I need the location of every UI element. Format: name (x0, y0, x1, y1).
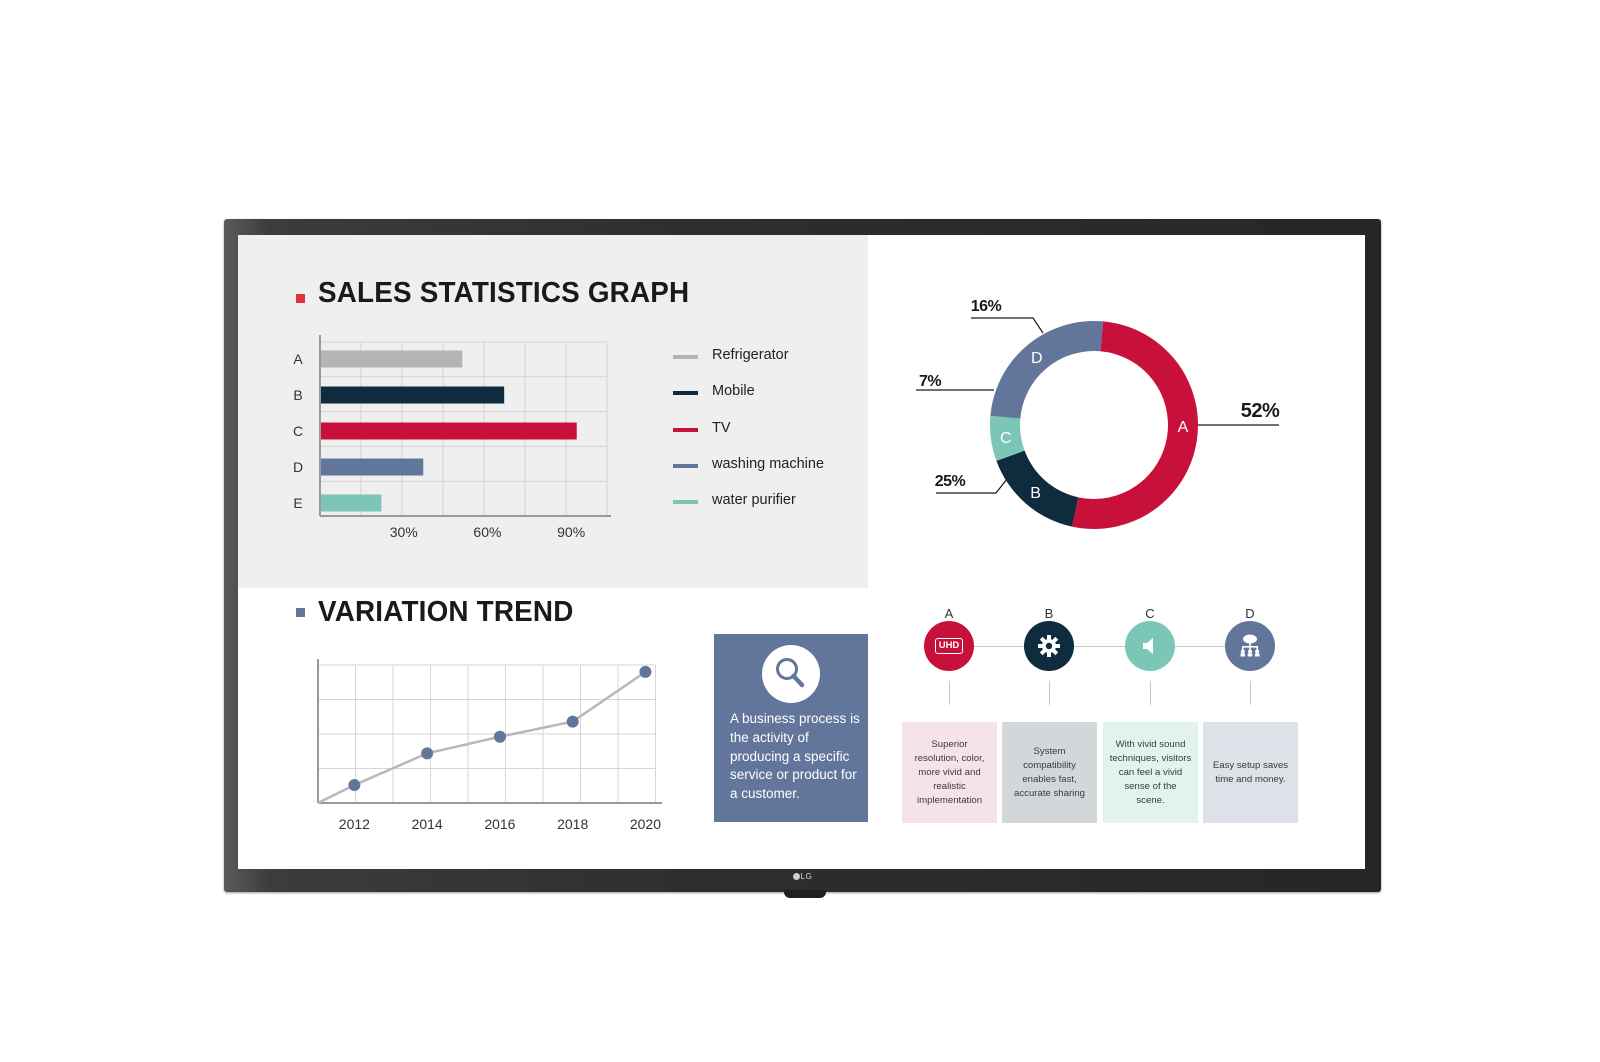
percent-label: 16% (971, 298, 1002, 315)
donut-slice-b (996, 450, 1079, 527)
donut-slice-c (990, 415, 1025, 461)
feature-letter: C (1145, 606, 1155, 621)
bar-a (321, 350, 463, 368)
share-donut-chart: A B C D 52% 16% 7% 25% (916, 298, 1280, 529)
donut-slice-d (990, 321, 1104, 419)
bar-c (321, 422, 577, 440)
gear-icon (1024, 621, 1074, 671)
sales-panel: SALES STATISTICS GRAPH A B C D E 30% 60% 90% Re… (238, 235, 868, 588)
category-label: C (293, 423, 303, 439)
category-label: B (293, 387, 302, 403)
donut-slice-label: C (1000, 430, 1012, 447)
data-point (421, 747, 434, 760)
x-tick-label: 2018 (557, 816, 588, 832)
feature-letter: B (1044, 606, 1054, 621)
magnifier-icon (762, 645, 820, 703)
sales-bar-chart: A B C D E 30% 60% 90% (293, 335, 611, 540)
x-tick-label: 90% (557, 524, 585, 540)
category-label: A (293, 351, 303, 367)
trend-title-marker (296, 608, 305, 617)
legend-swatch (673, 391, 698, 396)
legend-swatch (673, 500, 698, 505)
data-point (566, 715, 579, 728)
brand-logo: LG (0, 872, 1600, 881)
x-tick-label: 2016 (484, 816, 515, 832)
info-text: A business process is the activity of pr… (730, 711, 860, 802)
uhd-icon: UHD (924, 621, 974, 671)
x-tick-label: 60% (473, 524, 501, 540)
trend-line-chart: 2012 2014 2016 2018 2020 (317, 659, 662, 832)
data-point (493, 730, 506, 743)
feature-letter: D (1245, 606, 1255, 621)
speaker-icon (1125, 621, 1175, 671)
feature-stem (1049, 681, 1050, 705)
bar-d (321, 458, 424, 476)
callout-line (971, 317, 1044, 334)
donut-slice-label: B (1030, 485, 1041, 502)
bar-b (321, 386, 505, 404)
trend-line (317, 670, 647, 805)
network-icon (1225, 621, 1275, 671)
donut-slice-label: A (1178, 419, 1189, 436)
feature-stem (949, 681, 950, 705)
feature-card: System compatibility enables fast, accur… (1002, 722, 1097, 823)
legend-label: washing machine (712, 455, 825, 472)
feature-card: With vivid sound techniques, visitors ca… (1103, 722, 1198, 823)
legend-label: TV (712, 419, 731, 436)
x-tick-label: 2020 (630, 816, 661, 832)
trend-title: VARIATION TREND (318, 596, 574, 628)
percent-label: 7% (919, 373, 941, 390)
feature-letter: A (944, 606, 954, 621)
feature-card: Easy setup saves time and money. (1203, 722, 1298, 823)
feature-card: Superior resolution, color, more vivid a… (902, 722, 997, 823)
feature-stem (1250, 681, 1251, 705)
x-tick-label: 30% (390, 524, 418, 540)
features-connector (949, 646, 1250, 647)
percent-label: 52% (1241, 400, 1280, 422)
donut-slice-label: D (1031, 350, 1043, 367)
feature-stem (1150, 681, 1151, 705)
x-tick-label: 2012 (339, 816, 370, 832)
callout-line (936, 478, 1008, 494)
category-label: E (293, 495, 302, 511)
legend-label: Mobile (712, 383, 755, 400)
category-label: D (293, 459, 303, 475)
donut-slice-a (1072, 321, 1199, 529)
info-box: A business process is the activity of pr… (714, 634, 868, 822)
tv-stand (784, 890, 826, 898)
legend-label: water purifier (712, 492, 796, 509)
legend-swatch (673, 463, 698, 468)
legend-label: Refrigerator (712, 347, 789, 363)
data-point (348, 779, 361, 792)
display-screen: SALES STATISTICS GRAPH A B C D E 30% 60% 90% Re… (238, 235, 1365, 869)
sales-title: SALES STATISTICS GRAPH (318, 277, 690, 309)
bar-e (321, 494, 382, 512)
data-point (639, 665, 652, 678)
legend-swatch (673, 355, 698, 359)
sales-title-marker (296, 294, 305, 303)
x-tick-label: 2014 (412, 816, 443, 832)
legend-swatch (673, 427, 698, 432)
percent-label: 25% (935, 473, 966, 490)
